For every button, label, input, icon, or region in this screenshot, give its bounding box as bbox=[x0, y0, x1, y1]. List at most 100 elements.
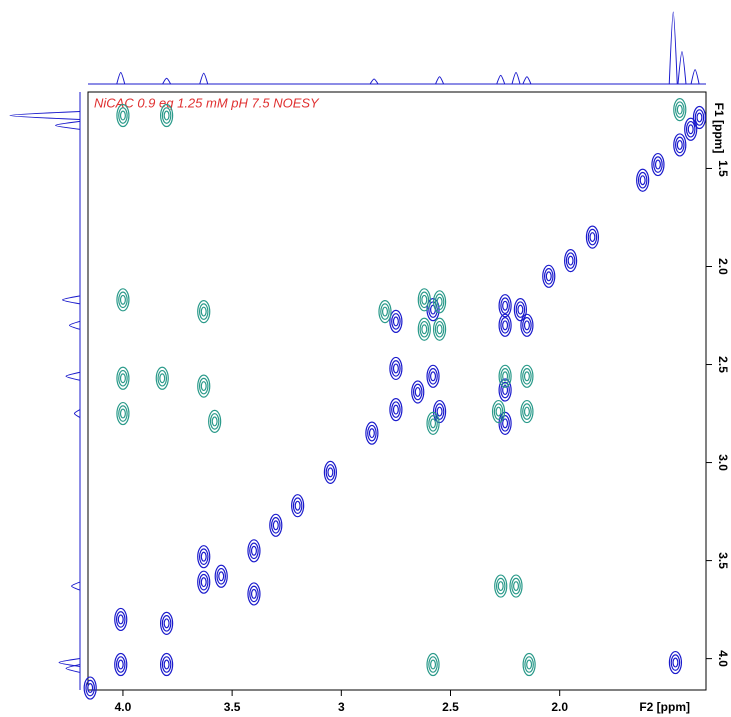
x-tick-label: 2.5 bbox=[442, 700, 459, 714]
y-tick-label: 2.5 bbox=[716, 356, 730, 373]
contour-level bbox=[651, 152, 665, 177]
cross-peak bbox=[498, 313, 512, 337]
contour-level bbox=[430, 418, 437, 429]
contour-level bbox=[250, 588, 257, 599]
cross-peak bbox=[494, 574, 508, 598]
contour-level bbox=[430, 659, 437, 670]
contour-level bbox=[218, 571, 225, 582]
f1-projection-peak bbox=[65, 663, 81, 673]
y-tick-label: 3.0 bbox=[716, 454, 730, 471]
contour-level bbox=[250, 545, 257, 556]
contour-level bbox=[523, 371, 530, 382]
cross-peak bbox=[498, 411, 512, 435]
contour-level bbox=[389, 356, 403, 381]
contour-level bbox=[249, 585, 259, 603]
contour-level bbox=[526, 659, 533, 670]
contour-level bbox=[545, 271, 552, 282]
contour-level bbox=[391, 313, 401, 330]
contour-level bbox=[272, 520, 279, 531]
cross-peak bbox=[389, 398, 403, 422]
cross-peak bbox=[692, 105, 707, 130]
contour-level bbox=[494, 574, 508, 598]
contour-level bbox=[436, 296, 443, 307]
contour-level bbox=[428, 415, 438, 432]
cross-peak bbox=[214, 564, 228, 588]
cross-peak bbox=[520, 313, 534, 337]
cross-peak bbox=[426, 364, 440, 388]
contour-level bbox=[114, 607, 128, 632]
cross-peak bbox=[160, 611, 174, 635]
contour-level bbox=[692, 105, 707, 130]
contour-level bbox=[434, 403, 445, 420]
cross-peak bbox=[116, 401, 130, 426]
contour-level bbox=[426, 411, 440, 435]
contour-level bbox=[115, 656, 126, 673]
contour-level bbox=[500, 415, 510, 432]
cross-peak bbox=[197, 299, 211, 324]
f2-projection-peak bbox=[511, 71, 521, 85]
contour-level bbox=[428, 367, 438, 385]
contour-level bbox=[684, 117, 698, 141]
contour-level bbox=[117, 659, 124, 670]
contour-level bbox=[523, 320, 530, 331]
contour-level bbox=[211, 416, 218, 427]
contour-level bbox=[119, 373, 126, 384]
cross-peak bbox=[498, 294, 512, 318]
contour-level bbox=[417, 317, 431, 341]
contour-level bbox=[157, 369, 168, 387]
contour-level bbox=[163, 659, 170, 670]
contour-level bbox=[291, 494, 305, 518]
cross-peak bbox=[269, 513, 283, 537]
contour-level bbox=[495, 577, 506, 595]
contour-level bbox=[511, 577, 521, 595]
f2-projection-peak bbox=[522, 76, 532, 85]
contour-level bbox=[515, 301, 526, 318]
contour-level bbox=[327, 467, 334, 478]
contour-level bbox=[587, 228, 598, 246]
cross-peak bbox=[411, 380, 425, 404]
contour-level bbox=[676, 139, 683, 150]
cross-peak bbox=[114, 607, 128, 632]
contour-level bbox=[118, 291, 128, 309]
contour-level bbox=[419, 320, 430, 338]
contour-level bbox=[209, 413, 220, 430]
contour-level bbox=[392, 316, 399, 327]
cross-peak bbox=[116, 288, 130, 312]
contour-level bbox=[432, 290, 447, 314]
contour-level bbox=[502, 385, 509, 396]
cross-peak bbox=[116, 366, 130, 390]
contour-level bbox=[116, 103, 130, 128]
contour-level bbox=[161, 107, 172, 124]
contour-level bbox=[509, 574, 523, 598]
contour-level bbox=[674, 136, 685, 154]
contour-level bbox=[85, 679, 95, 697]
cross-peak bbox=[389, 309, 403, 333]
contour-level bbox=[513, 581, 520, 592]
contour-level bbox=[198, 377, 209, 395]
cross-peak bbox=[197, 545, 211, 569]
contour-level bbox=[392, 363, 399, 374]
contour-level bbox=[214, 564, 228, 588]
f2-projection-peak bbox=[677, 51, 687, 85]
f1-projection-peak bbox=[61, 295, 81, 305]
contour-level bbox=[197, 299, 211, 324]
contour-level bbox=[653, 156, 663, 173]
contour-level bbox=[694, 109, 705, 126]
x-tick-label: 2.0 bbox=[551, 700, 568, 714]
f1-projection-peak bbox=[58, 658, 81, 668]
contour-level bbox=[325, 464, 336, 481]
contour-level bbox=[639, 175, 646, 186]
contour-level bbox=[564, 249, 578, 273]
f1-projection-peak bbox=[54, 120, 81, 130]
contour-level bbox=[498, 294, 512, 318]
cross-peak bbox=[520, 364, 534, 388]
contour-level bbox=[118, 107, 128, 124]
contour-level bbox=[673, 133, 687, 157]
contour-level bbox=[367, 424, 377, 442]
f2-projection-peak bbox=[369, 78, 379, 85]
y-tick-label: 4.0 bbox=[716, 650, 730, 667]
contour-level bbox=[197, 570, 211, 594]
y-tick-label: 1.5 bbox=[716, 160, 730, 177]
chart-title: NiCAC 0.9 eq 1.25 mM pH 7.5 NOESY bbox=[94, 95, 320, 110]
contour-level bbox=[670, 654, 681, 671]
